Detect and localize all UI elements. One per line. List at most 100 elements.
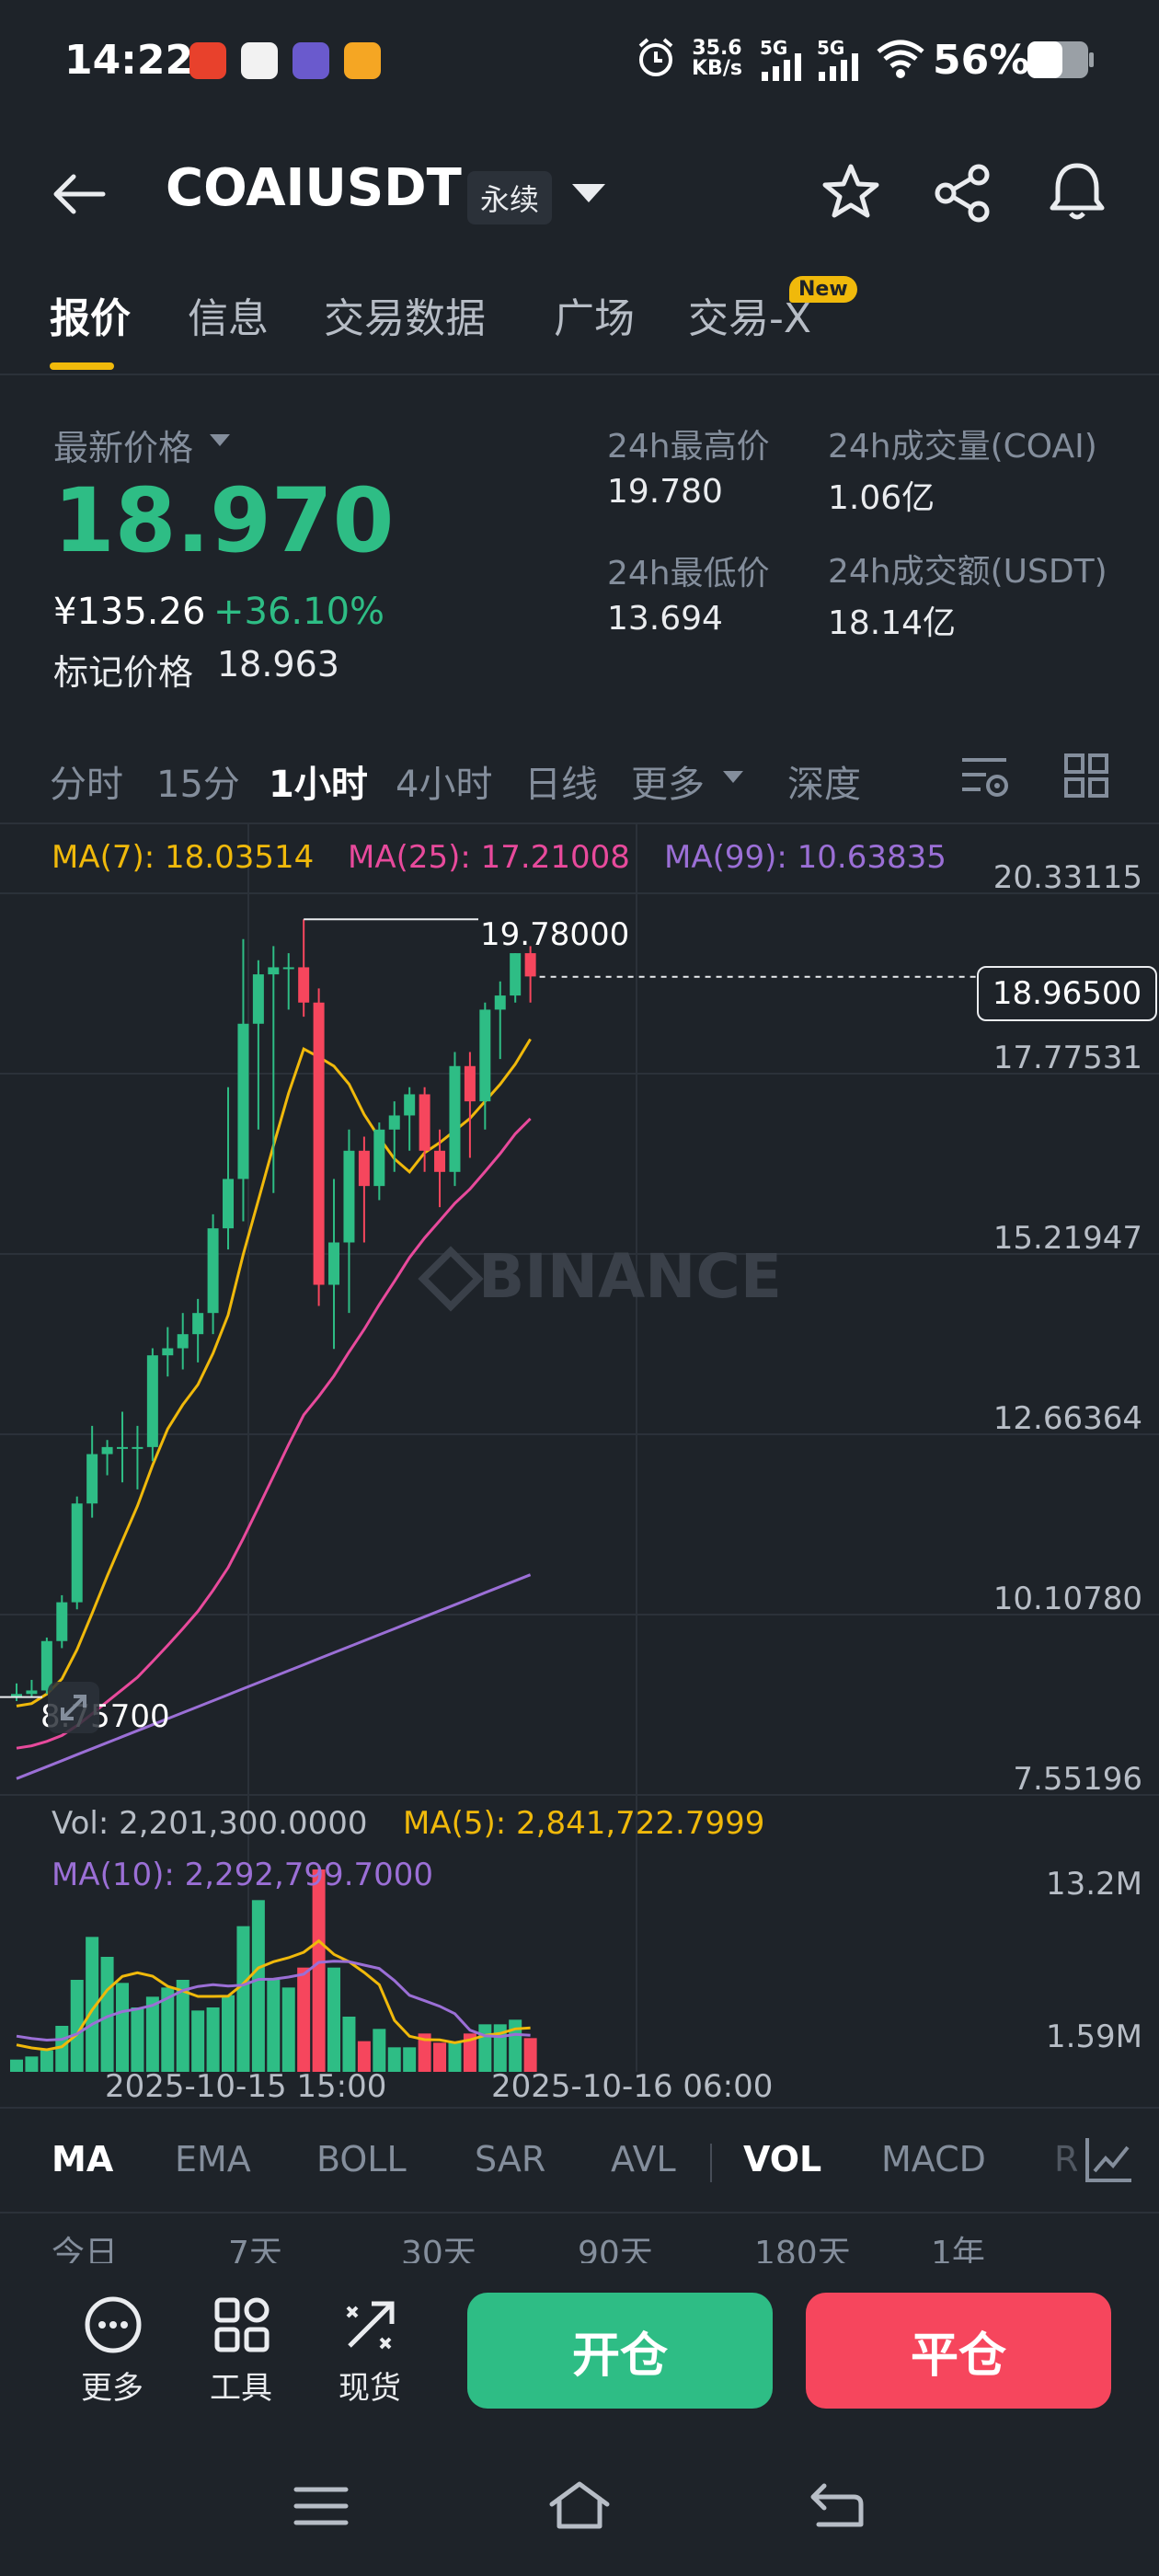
tab-trade-x[interactable]: 交易-X <box>688 295 812 342</box>
candle-body <box>373 1129 385 1187</box>
last-price-label[interactable]: 最新价格 <box>53 428 194 468</box>
candle-body <box>207 1228 219 1314</box>
header: COAIUSDT 永续 <box>0 138 1159 248</box>
spot-label[interactable]: 现货 <box>339 2370 401 2407</box>
candle-body <box>71 1503 83 1603</box>
network-speed: 35.6 KB/s <box>692 37 742 80</box>
interval-1h[interactable]: 1小时 <box>269 764 368 806</box>
candle-body <box>358 1150 370 1187</box>
symbol-title[interactable]: COAIUSDT <box>166 158 462 218</box>
share-icon[interactable] <box>933 164 993 223</box>
signal-label: 5G <box>760 37 788 59</box>
low-value: 13.694 <box>607 600 723 638</box>
back-arrow-icon[interactable] <box>52 173 107 215</box>
indicator-avl[interactable]: AVL <box>611 2139 676 2179</box>
tab-quote[interactable]: 报价 <box>50 295 131 342</box>
volume-bar <box>191 2010 205 2072</box>
current-price-tag: 18.96500 <box>977 966 1157 1021</box>
candle-body <box>192 1313 204 1335</box>
turnover-label: 24h成交额(USDT) <box>828 553 1107 591</box>
divider <box>0 822 1159 824</box>
indicator-sar[interactable]: SAR <box>475 2139 546 2179</box>
chart-settings-icon[interactable] <box>958 753 1010 799</box>
indicator-vol[interactable]: VOL <box>743 2139 822 2179</box>
open-position-button[interactable]: 开仓 <box>467 2293 773 2409</box>
star-icon[interactable] <box>820 162 881 223</box>
contract-badge: 永续 <box>467 171 553 224</box>
vol-ma5-legend: MA(5): 2,841,722.7999 <box>403 1805 765 1842</box>
high-marker-label: 19.78000 <box>480 916 630 953</box>
ma7-legend: MA(7): 18.03514 <box>52 839 315 876</box>
divider <box>0 2107 1159 2109</box>
tab-info[interactable]: 信息 <box>188 295 269 342</box>
volume-bar <box>222 1995 235 2072</box>
candle-body <box>56 1602 68 1641</box>
divider <box>0 374 1159 375</box>
interval-line[interactable]: 分时 <box>50 764 123 806</box>
volume-ma10-line <box>16 1960 531 2042</box>
interval-15m[interactable]: 15分 <box>156 764 240 806</box>
candle-body <box>464 1065 476 1102</box>
interval-depth[interactable]: 深度 <box>787 764 861 806</box>
volume-bar <box>145 1996 159 2072</box>
bell-icon[interactable] <box>1047 160 1107 224</box>
volume-bar <box>25 2056 39 2072</box>
vol-ma10-legend: MA(10): 2,292,799.7000 <box>52 1857 434 1893</box>
x-axis-label: 2025-10-15 15:00 <box>105 2068 387 2105</box>
signal-icon <box>762 53 801 81</box>
interval-4h[interactable]: 4小时 <box>396 764 493 806</box>
volume-bar <box>327 1967 341 2072</box>
app-notification-icon <box>189 42 226 79</box>
more-label[interactable]: 更多 <box>81 2370 143 2407</box>
indicator-macd[interactable]: MACD <box>881 2139 986 2179</box>
close-position-button[interactable]: 平仓 <box>806 2293 1111 2409</box>
candle-body <box>101 1446 113 1455</box>
candle-body <box>86 1454 98 1504</box>
candle-body <box>117 1446 129 1449</box>
volume-bar <box>357 2041 371 2072</box>
interval-more[interactable]: 更多 <box>631 764 705 806</box>
tools-icon[interactable] <box>212 2294 272 2355</box>
candle-body <box>223 1179 235 1229</box>
ma25-line <box>16 1117 532 1750</box>
tools-label[interactable]: 工具 <box>210 2370 272 2407</box>
indicator-r[interactable]: R <box>1054 2139 1079 2179</box>
vol-legend: Vol: 2,201,300.0000 <box>52 1805 368 1842</box>
candle-body <box>449 1065 461 1172</box>
y-axis-label: 12.66364 <box>993 1400 1142 1437</box>
caret-down-icon[interactable] <box>568 180 609 208</box>
indicator-boll[interactable]: BOLL <box>316 2139 407 2179</box>
x-axis-label: 2025-10-16 06:00 <box>491 2068 774 2105</box>
interval-1d[interactable]: 日线 <box>524 764 598 806</box>
caret-down-icon[interactable] <box>721 769 745 786</box>
volume-bar <box>176 1980 189 2072</box>
back-icon[interactable] <box>808 2480 865 2530</box>
ma99-line <box>16 1573 532 1780</box>
indicator-ema[interactable]: EMA <box>175 2139 251 2179</box>
more-icon[interactable] <box>83 2294 143 2355</box>
caret-down-icon[interactable] <box>208 432 232 449</box>
volume-y-min: 1.59M <box>1045 2018 1142 2055</box>
turnover-value: 18.14亿 <box>828 604 957 642</box>
volume-bar <box>40 2050 53 2072</box>
candle-body <box>132 1446 143 1449</box>
price-chart[interactable]: BINANCE <box>0 823 1159 2102</box>
spot-icon[interactable] <box>340 2294 401 2355</box>
volume-bar <box>523 2038 537 2072</box>
status-time: 14:22 <box>64 37 194 84</box>
ma99-legend: MA(99): 10.63835 <box>664 839 947 876</box>
tab-square[interactable]: 广场 <box>554 295 635 342</box>
menu-icon[interactable] <box>293 2484 350 2528</box>
indicator-ma[interactable]: MA <box>52 2139 114 2179</box>
expand-chart-button[interactable] <box>48 1682 99 1733</box>
candle-body <box>419 1094 430 1151</box>
last-price: 18.970 <box>53 469 395 572</box>
grid-layout-icon[interactable] <box>1063 753 1109 799</box>
volume-bar <box>387 2047 401 2072</box>
tab-trading-data[interactable]: 交易数据 <box>324 295 486 342</box>
volume-bar <box>10 2059 23 2072</box>
volume-bar <box>418 2033 431 2072</box>
watermark-text: BINANCE <box>478 1241 782 1312</box>
indicator-chart-icon[interactable] <box>1084 2134 1135 2184</box>
home-icon[interactable] <box>546 2478 613 2532</box>
